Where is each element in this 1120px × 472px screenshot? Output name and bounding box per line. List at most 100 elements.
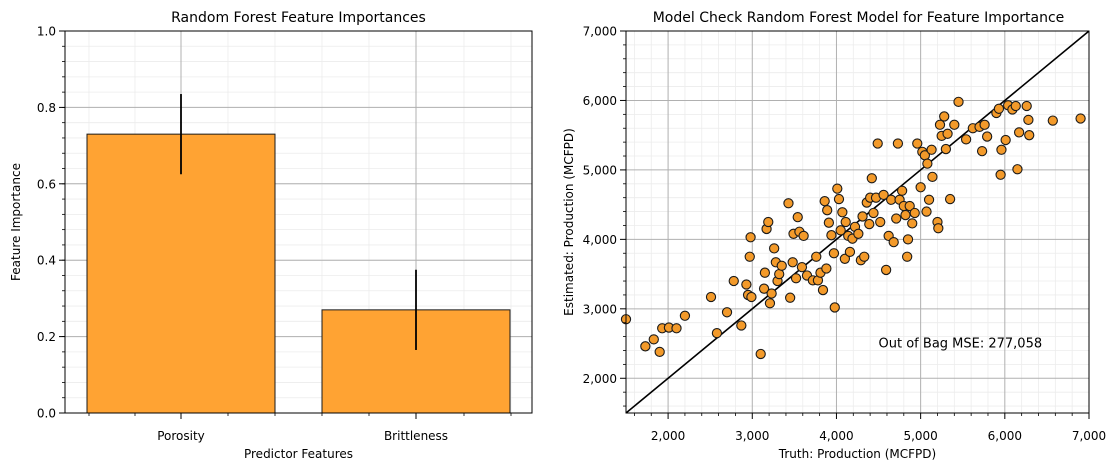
- y-tick-label: 1.0: [37, 25, 56, 39]
- x-tick-label: 5,000: [903, 429, 937, 443]
- scatter-point: [763, 216, 774, 228]
- scatter-point: [711, 327, 723, 339]
- scatter-point: [868, 207, 879, 219]
- bar-chart-ticks: 0.0 0.2 0.4 0.6 0.8 1.0 Porosity Brittleness: [37, 25, 512, 443]
- scatter-point: [909, 207, 920, 219]
- bar-chart-x-axis-label: Predictor Features: [244, 447, 353, 461]
- y-tick-label: 0.2: [37, 330, 56, 344]
- scatter-point: [796, 261, 808, 273]
- x-tick-label: 7,000: [1072, 429, 1106, 443]
- scatter-point: [1023, 114, 1034, 126]
- scatter-point: [736, 320, 747, 331]
- scatter-point: [728, 275, 739, 287]
- scatter-point: [1010, 100, 1021, 112]
- scatter-point: [1013, 127, 1025, 138]
- bar-chart-frame: [64, 30, 533, 414]
- scatter-point: [960, 134, 972, 145]
- scatter-point: [1024, 130, 1035, 141]
- scatter-point: [979, 119, 990, 130]
- scatter-point: [927, 171, 938, 183]
- x-tick-label: 6,000: [988, 429, 1022, 443]
- scatter-points: [620, 96, 1086, 360]
- scatter-point: [790, 273, 802, 284]
- y-tick-label: 0.8: [37, 101, 56, 115]
- scatter-point: [758, 283, 770, 294]
- scatter-point: [835, 225, 846, 236]
- scatter-point: [921, 206, 932, 217]
- scatter-point: [875, 216, 886, 228]
- scatter-y-axis-label: Estimated: Production (MCFPD): [562, 128, 576, 316]
- scatter-ticks: 2,000 3,000 4,000 5,000 6,000 7,000 2,000 3,000…: [583, 25, 1107, 444]
- scatter-point: [922, 158, 933, 169]
- scatter-point: [933, 223, 944, 234]
- scatter-point: [878, 189, 889, 201]
- y-tick-label: 7,000: [583, 25, 617, 39]
- scatter-point: [817, 284, 829, 296]
- scatter-point: [811, 251, 822, 262]
- scatter-point: [741, 279, 752, 290]
- oob-mse-annotation: Out of Bag MSE: 277,058: [879, 337, 1043, 352]
- y-tick-label: 2,000: [583, 372, 617, 386]
- y-tick-label: 6,000: [583, 94, 617, 108]
- y-tick-label: 3,000: [583, 302, 617, 316]
- scatter-point: [934, 119, 946, 130]
- scatter-point: [859, 251, 870, 262]
- scatter-point: [1047, 115, 1058, 126]
- scatter-point: [823, 217, 835, 228]
- scatter-point: [764, 298, 776, 309]
- one-to-one-reference-line: [625, 30, 1090, 414]
- scatter-point: [857, 211, 868, 222]
- scatter-point: [783, 198, 794, 209]
- bar-porosity: [86, 133, 276, 414]
- scatter-point: [745, 232, 756, 243]
- bar-chart-y-axis-label: Feature Importance: [9, 163, 23, 281]
- scatter-point: [996, 144, 1007, 155]
- scatter-point: [926, 144, 937, 155]
- scatter-point: [904, 200, 915, 212]
- scatter-point: [654, 346, 665, 358]
- scatter-point: [1021, 100, 1032, 112]
- scatter-point: [886, 194, 897, 205]
- scatter-point: [981, 131, 993, 142]
- scatter-point: [900, 209, 911, 221]
- scatter-point: [679, 310, 691, 321]
- scatter-point: [705, 291, 717, 303]
- scatter-point: [888, 236, 899, 248]
- scatter-point: [792, 211, 803, 223]
- scatter-point: [826, 230, 837, 241]
- x-tick-label: Porosity: [157, 429, 205, 443]
- scatter-point: [819, 196, 830, 207]
- scatter-point: [832, 183, 843, 194]
- scatter-point: [798, 230, 809, 242]
- model-check-scatter-chart: 2,000 3,000 4,000 5,000 6,000 7,000 2,000 3,000…: [562, 10, 1106, 461]
- scatter-point: [840, 216, 851, 228]
- scatter-point: [755, 348, 766, 360]
- y-tick-label: 4,000: [583, 233, 617, 247]
- bar-chart-bars: [86, 133, 511, 414]
- scatter-point: [671, 323, 682, 334]
- scatter-point: [902, 234, 914, 245]
- scatter-point: [976, 146, 988, 157]
- scatter-point: [776, 260, 787, 271]
- scatter-point: [923, 194, 935, 205]
- scatter-point: [907, 218, 918, 229]
- scatter-point: [1075, 113, 1086, 124]
- feature-importance-chart: 0.0 0.2 0.4 0.6 0.8 1.0 Porosity Brittleness Ra…: [9, 10, 533, 461]
- scatter-point: [866, 173, 877, 184]
- scatter-point: [872, 138, 883, 149]
- scatter-point: [744, 251, 755, 262]
- x-tick-label: 2,000: [651, 429, 685, 443]
- scatter-point: [942, 128, 953, 139]
- scatter-point: [995, 169, 1006, 180]
- x-tick-label: Brittleness: [384, 429, 448, 443]
- scatter-point: [822, 205, 833, 216]
- scatter-point: [853, 228, 864, 239]
- scatter-point: [896, 185, 908, 196]
- x-tick-label: 3,000: [735, 429, 769, 443]
- y-tick-label: 5,000: [583, 163, 617, 177]
- bar-chart-error-bars: [180, 94, 417, 350]
- scatter-point: [785, 292, 796, 303]
- scatter-point: [864, 218, 875, 230]
- y-tick-label: 0.4: [37, 254, 56, 268]
